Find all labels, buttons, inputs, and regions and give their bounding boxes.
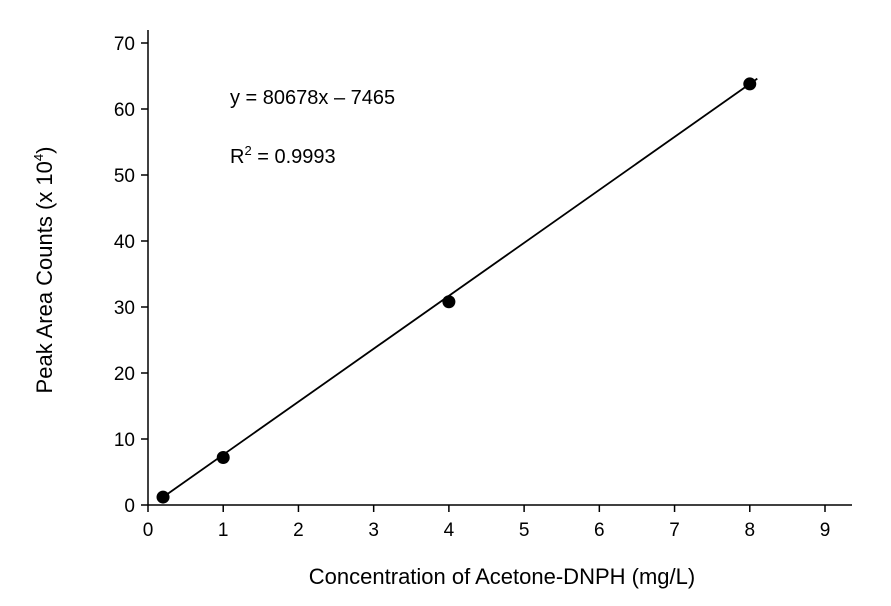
x-axis-label: Concentration of Acetone-DNPH (mg/L) <box>309 564 695 589</box>
y-axis-label-suffix: ) <box>32 147 57 154</box>
trendline-layer <box>162 77 758 498</box>
y-ticks: 0 10 20 30 40 50 60 70 <box>114 34 148 517</box>
r-squared-suffix: = 0.9993 <box>252 146 336 168</box>
y-tick-label: 10 <box>114 430 135 451</box>
y-tick-label: 20 <box>114 364 135 385</box>
y-tick-label: 60 <box>114 100 135 121</box>
equation-annotation: y = 80678x – 7465 <box>230 87 395 109</box>
x-tick-label: 7 <box>669 520 680 541</box>
x-tick-label: 3 <box>368 520 379 541</box>
x-tick-label: 6 <box>594 520 605 541</box>
x-tick-label: 0 <box>143 520 154 541</box>
x-tick-label: 1 <box>218 520 229 541</box>
x-tick-label: 4 <box>444 520 455 541</box>
data-point <box>743 77 757 91</box>
data-point <box>156 490 170 504</box>
y-tick-label: 70 <box>114 34 135 55</box>
x-tick-label: 2 <box>293 520 304 541</box>
r-squared-exponent: 2 <box>244 143 251 158</box>
r-squared-annotation: R2 = 0.9993 <box>230 143 336 168</box>
r-squared-prefix: R <box>230 146 244 168</box>
y-tick-label: 40 <box>114 232 135 253</box>
y-axis-label-exponent: 4 <box>31 154 46 161</box>
x-tick-label: 5 <box>519 520 530 541</box>
y-axis-label-prefix: Peak Area Counts (x 10 <box>32 161 57 393</box>
y-tick-label: 0 <box>124 496 135 517</box>
y-tick-label: 50 <box>114 166 135 187</box>
x-tick-label: 9 <box>820 520 831 541</box>
data-point <box>216 450 230 464</box>
data-point <box>442 295 456 309</box>
data-points <box>156 77 757 504</box>
y-tick-label: 30 <box>114 298 135 319</box>
trendline <box>162 77 758 498</box>
x-tick-label: 8 <box>744 520 755 541</box>
x-ticks: 0 1 2 3 4 5 6 7 8 9 <box>143 505 831 541</box>
y-axis-label: Peak Area Counts (x 104) <box>31 147 57 394</box>
